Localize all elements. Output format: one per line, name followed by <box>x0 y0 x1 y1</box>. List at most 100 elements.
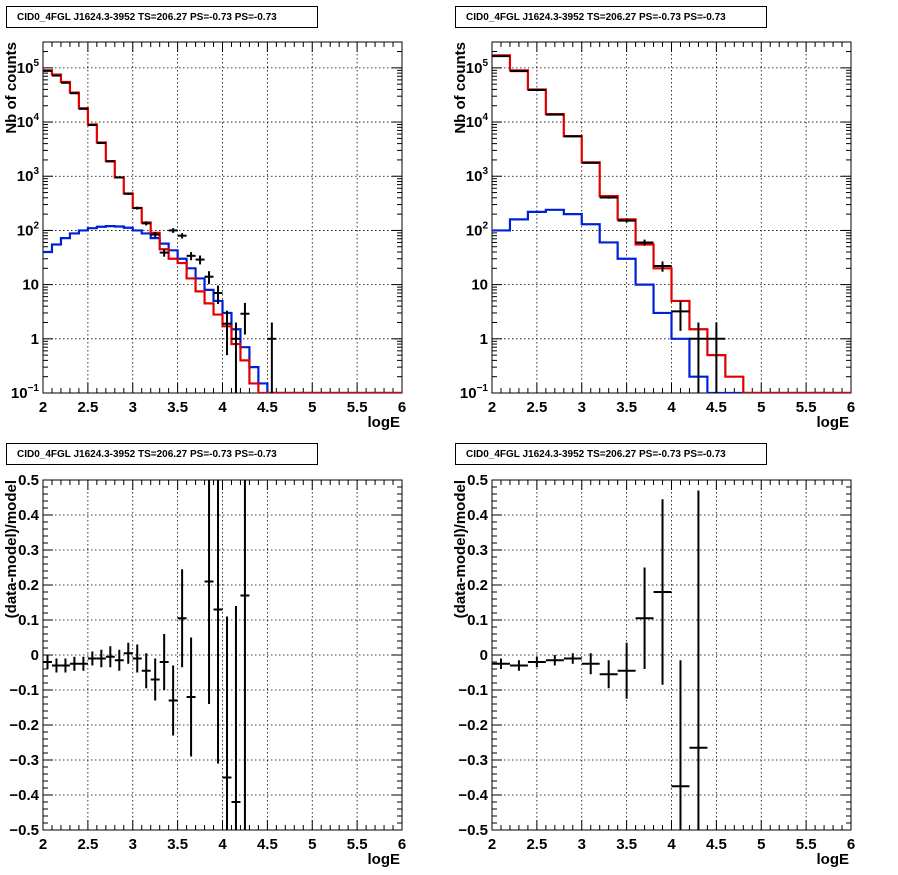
x-tick-label: 3.5 <box>616 399 637 416</box>
x-tick-label: 2.5 <box>526 836 547 853</box>
x-axis-ticks <box>42 480 403 830</box>
data-point <box>240 480 250 830</box>
y-axis-label: Nb of counts <box>3 42 20 134</box>
x-axis-ticks <box>491 480 852 830</box>
data-point <box>599 660 618 689</box>
data-point <box>51 658 61 673</box>
data-point <box>60 658 70 673</box>
y-tick-label: 0.1 <box>18 612 39 629</box>
y-tick-label: 0 <box>480 647 488 664</box>
data-point <box>186 637 196 757</box>
y-tick-label: −0.5 <box>9 822 39 839</box>
y-axis-label: (data-model)/model <box>452 480 469 618</box>
data-point <box>43 655 52 669</box>
plot-area <box>492 490 708 830</box>
x-tick-label: 2.5 <box>77 836 98 853</box>
data-point <box>581 653 600 675</box>
data-point <box>653 261 672 272</box>
data-point <box>114 176 124 179</box>
x-tick-label: 3.5 <box>167 836 188 853</box>
data-point <box>527 656 546 668</box>
grid <box>43 42 402 393</box>
x-tick-label: 6 <box>398 399 406 416</box>
y-axis-label: (data-model)/model <box>3 480 20 618</box>
data-point <box>635 567 654 669</box>
y-tick-label: 105 <box>17 58 40 77</box>
data-point <box>96 142 106 145</box>
y-tick-label: 103 <box>17 166 40 185</box>
y-tick-label: 10−1 <box>460 383 489 402</box>
x-tick-label: 3 <box>129 399 137 416</box>
data-point <box>492 658 510 669</box>
y-tick-label: 0.5 <box>18 472 39 489</box>
x-tick-label: 4 <box>218 836 227 853</box>
data-point <box>105 160 115 163</box>
data-point <box>617 218 636 223</box>
x-tick-label: 6 <box>847 399 855 416</box>
x-tick-label: 4.5 <box>257 836 278 853</box>
data-point <box>132 644 142 673</box>
data-point <box>141 653 151 689</box>
data-point <box>222 616 232 830</box>
y-tick-label: 10−1 <box>11 383 40 402</box>
data-point <box>195 255 205 265</box>
x-tick-label: 3 <box>129 836 137 853</box>
x-tick-label: 4.5 <box>257 399 278 416</box>
data-point <box>509 660 528 671</box>
y-tick-label: −0.1 <box>9 682 39 699</box>
x-tick-label: 2 <box>488 399 496 416</box>
y-tick-label: 0.2 <box>467 577 488 594</box>
x-tick-label: 2.5 <box>77 399 98 416</box>
panel-title-top-right: CID0_4FGL J1624.3-3952 TS=206.27 PS=-0.7… <box>455 6 767 28</box>
grid <box>492 480 851 830</box>
data-point <box>123 642 133 664</box>
y-tick-label: −0.4 <box>458 787 488 804</box>
data-point <box>599 196 618 199</box>
data-point <box>150 658 160 701</box>
data-point <box>267 322 277 393</box>
x-tick-label: 6 <box>398 836 406 853</box>
data-point <box>186 252 196 261</box>
x-axis-label: logE <box>368 414 401 431</box>
x-tick-label: 4 <box>218 399 227 416</box>
y-tick-label: 0.4 <box>467 507 489 524</box>
data-point <box>159 249 169 257</box>
y-tick-label: 0.1 <box>467 612 488 629</box>
x-tick-label: 3 <box>578 836 586 853</box>
data-point <box>87 651 97 666</box>
y-tick-label: 102 <box>466 220 489 239</box>
source_model-histogram <box>492 208 851 393</box>
data-point <box>168 665 178 736</box>
data-point <box>231 606 241 830</box>
total_model-histogram <box>492 54 851 393</box>
y-tick-label: −0.5 <box>458 822 488 839</box>
y-tick-label: 103 <box>466 166 489 185</box>
data-point <box>689 322 708 393</box>
data-point <box>671 300 690 331</box>
data-point <box>213 480 223 764</box>
data-point <box>240 302 250 335</box>
data-point <box>114 649 124 671</box>
y-tick-label: 0.5 <box>467 472 488 489</box>
y-tick-label: −0.4 <box>9 787 39 804</box>
x-axis-label: logE <box>368 851 401 868</box>
data-point <box>96 649 106 668</box>
y-tick-label: 102 <box>17 220 40 239</box>
x-axis-label: logE <box>817 851 850 868</box>
panel-title-bottom-right: CID0_4FGL J1624.3-3952 TS=206.27 PS=-0.7… <box>455 443 767 465</box>
data-point <box>87 124 97 127</box>
source_model-histogram <box>43 225 402 393</box>
data-point <box>563 135 582 138</box>
y-tick-label: 0.3 <box>18 542 39 559</box>
x-tick-label: 5 <box>308 399 316 416</box>
y-tick-label: 10 <box>22 277 39 294</box>
y-tick-label: 0.3 <box>467 542 488 559</box>
data-point <box>177 233 187 239</box>
y-tick-label: −0.2 <box>458 717 488 734</box>
y-tick-label: 0.4 <box>18 507 40 524</box>
x-tick-label: 6 <box>847 836 855 853</box>
